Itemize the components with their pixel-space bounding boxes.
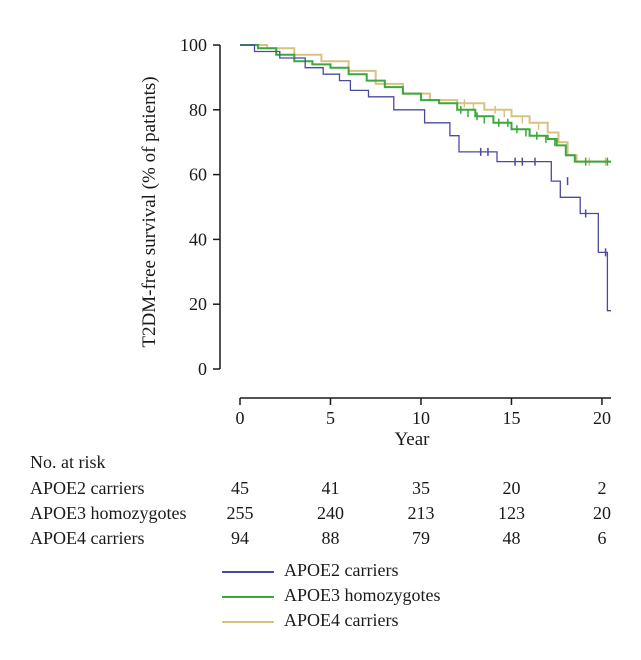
- risk-value: 255: [226, 503, 254, 523]
- risk-row-apoe3-homozygotes: APOE3 homozygotes 255 240 213 123 20: [30, 503, 641, 527]
- risk-value: 6: [597, 528, 607, 548]
- risk-row-label: APOE2 carriers: [30, 478, 145, 498]
- y-tick-label: 20: [189, 294, 207, 314]
- x-tick-label: 0: [236, 408, 245, 428]
- risk-value: 213: [407, 503, 435, 523]
- risk-value: 41: [321, 478, 340, 498]
- series-apoe3-homozygotes: [240, 44, 611, 166]
- legend-swatch: [222, 596, 274, 598]
- risk-row-apoe2-carriers: APOE2 carriers 45 41 35 20 2: [30, 478, 641, 502]
- legend-label: APOE3 homozygotes: [284, 585, 441, 605]
- risk-value: 45: [231, 478, 249, 498]
- series-apoe4-carriers: [240, 44, 611, 166]
- survival-curve-apoe3-homozygotes: [240, 44, 611, 163]
- risk-row-label: APOE4 carriers: [30, 528, 145, 548]
- y-tick-label: 60: [189, 165, 207, 185]
- legend-item-apoe2-carriers: APOE2 carriers: [222, 560, 522, 584]
- x-tick-label: 15: [502, 408, 520, 428]
- risk-row-label: APOE3 homozygotes: [30, 503, 187, 523]
- risk-table-title: No. at risk: [30, 452, 106, 472]
- risk-value: 94: [231, 528, 249, 548]
- risk-value: 240: [316, 503, 344, 523]
- series-layer: [240, 44, 611, 312]
- y-tick-label: 100: [180, 35, 207, 55]
- risk-value: 79: [411, 528, 430, 548]
- y-tick-label: 40: [189, 229, 207, 249]
- legend-label: APOE2 carriers: [284, 560, 399, 580]
- y-tick-label: 0: [198, 359, 207, 379]
- risk-row-apoe4-carriers: APOE4 carriers 94 88 79 48 6: [30, 528, 641, 552]
- x-tick-label: 5: [326, 408, 335, 428]
- risk-value: 20: [502, 478, 521, 498]
- risk-value: 88: [321, 528, 340, 548]
- risk-value: 35: [411, 478, 430, 498]
- y-axis-label: T2DM-free survival (% of patients): [139, 76, 160, 347]
- legend-swatch: [222, 621, 274, 623]
- x-tick-label: 20: [593, 408, 611, 428]
- y-tick-label: 80: [189, 100, 207, 120]
- risk-value: 20: [592, 503, 611, 523]
- risk-value: 123: [497, 503, 525, 523]
- legend-item-apoe3-homozygotes: APOE3 homozygotes: [222, 585, 522, 609]
- legend-label: APOE4 carriers: [284, 610, 399, 630]
- survival-curve-apoe2-carriers: [240, 44, 611, 312]
- risk-value: 48: [502, 528, 521, 548]
- risk-value: 2: [597, 478, 607, 498]
- survival-curve-apoe4-carriers: [240, 44, 611, 163]
- legend-item-apoe4-carriers: APOE4 carriers: [222, 610, 522, 634]
- survival-chart: 0 5 10 15 20 0 20 40 60 80 100 T2DM-free survival …: [139, 35, 611, 450]
- x-axis-label: Year: [394, 429, 430, 450]
- chart-axes: 0 5 10 15 20 0 20 40 60 80 100: [180, 35, 611, 428]
- legend-swatch: [222, 571, 274, 573]
- x-tick-label: 10: [412, 408, 430, 428]
- series-apoe2-carriers: [240, 44, 611, 312]
